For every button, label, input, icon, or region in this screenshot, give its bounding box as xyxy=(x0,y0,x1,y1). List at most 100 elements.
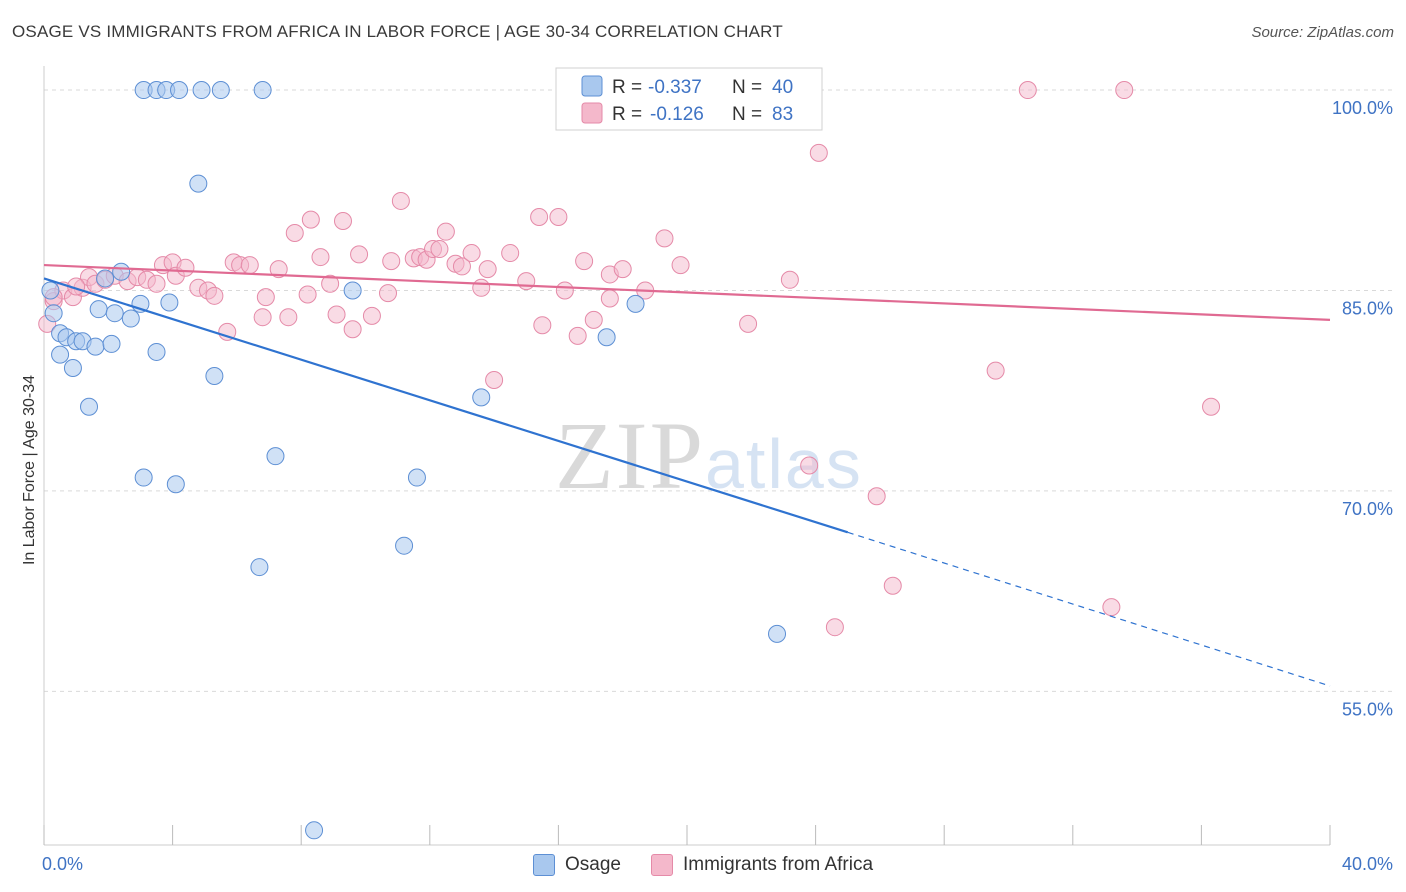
africa-point xyxy=(549,207,568,226)
africa-point xyxy=(321,274,340,293)
chart-source: Source: ZipAtlas.com xyxy=(1251,24,1394,41)
osage-point xyxy=(211,81,230,100)
osage-point xyxy=(134,468,153,487)
africa-point xyxy=(205,286,224,305)
osage-point xyxy=(147,342,166,361)
africa-point xyxy=(311,248,330,267)
osage-point xyxy=(121,309,140,328)
osage-point xyxy=(189,174,208,193)
africa-point xyxy=(739,314,758,333)
y-axis-label: In Labor Force | Age 30-34 xyxy=(21,374,38,566)
africa-point xyxy=(809,143,828,162)
y-tick-label: 100.0% xyxy=(1332,98,1393,118)
africa-point xyxy=(575,252,594,271)
africa-point xyxy=(780,270,799,289)
osage-trend-line xyxy=(43,277,849,534)
africa-point xyxy=(362,306,381,325)
africa-point xyxy=(218,322,237,341)
africa-point xyxy=(382,252,401,271)
africa-point xyxy=(462,244,481,263)
legend-r-label-osage: R = xyxy=(612,77,642,98)
africa-point xyxy=(1202,397,1221,416)
africa-point xyxy=(176,258,195,277)
legend-r-value-africa: -0.126 xyxy=(650,104,704,125)
africa-point xyxy=(478,260,497,279)
africa-point xyxy=(533,316,552,335)
africa-point xyxy=(671,256,690,275)
osage-trend-extension xyxy=(847,531,1331,687)
osage-point xyxy=(626,294,645,313)
africa-point xyxy=(147,274,166,293)
osage-point xyxy=(472,388,491,407)
x-tick-label: 0.0% xyxy=(42,854,83,874)
x-tick-labels: 0.0% 40.0% xyxy=(42,854,1393,874)
africa-point xyxy=(472,278,491,297)
legend-n-label-africa: N = xyxy=(732,104,762,125)
africa-point xyxy=(825,618,844,637)
africa-point xyxy=(555,281,574,300)
legend-swatch-africa xyxy=(581,102,603,124)
y-tick-label: 70.0% xyxy=(1342,499,1393,519)
africa-point xyxy=(350,245,369,264)
osage-point xyxy=(44,304,63,323)
africa-point xyxy=(867,487,886,506)
africa-point xyxy=(285,224,304,243)
osage-point xyxy=(343,281,362,300)
africa-point xyxy=(269,260,288,279)
legend-swatch-osage-bottom xyxy=(532,854,555,876)
osage-point xyxy=(160,293,179,312)
legend-item-africa: Immigrants from Africa xyxy=(650,854,874,876)
africa-point xyxy=(883,576,902,595)
africa-point xyxy=(584,310,603,329)
legend-r-value-osage: -0.337 xyxy=(648,77,702,98)
osage-point xyxy=(80,397,99,416)
africa-point xyxy=(613,260,632,279)
legend-item-osage: Osage xyxy=(532,854,621,876)
grid-lines xyxy=(44,89,1392,692)
osage-point xyxy=(170,81,189,100)
osage-point xyxy=(266,447,285,466)
africa-point xyxy=(1115,81,1134,100)
osage-point xyxy=(395,536,414,555)
legend-n-value-osage: 40 xyxy=(772,77,793,98)
osage-point xyxy=(407,468,426,487)
africa-point xyxy=(501,244,520,263)
legend-swatch-osage xyxy=(581,75,603,97)
bottom-legend: Osage Immigrants from Africa xyxy=(0,850,1406,880)
legend-r-label-africa: R = xyxy=(612,104,642,125)
stats-legend: R = -0.337 N = 40 R = -0.126 N = 83 xyxy=(555,67,823,131)
osage-point xyxy=(250,558,269,577)
legend-n-value-africa: 83 xyxy=(772,104,793,125)
africa-point xyxy=(655,229,674,248)
africa-point xyxy=(1102,598,1121,617)
africa-point xyxy=(485,371,504,389)
osage-point xyxy=(51,345,70,364)
africa-point xyxy=(530,207,549,226)
watermark-atlas: atlas xyxy=(705,425,863,503)
series-osage xyxy=(41,81,787,840)
africa-point xyxy=(568,326,587,345)
osage-point xyxy=(112,262,131,281)
osage-point xyxy=(192,81,211,100)
osage-point xyxy=(597,328,616,347)
legend-n-label-osage: N = xyxy=(732,77,762,98)
africa-point xyxy=(327,305,346,324)
y-tick-labels: 55.0% 70.0% 85.0% 100.0% xyxy=(1332,98,1393,719)
legend-label-africa: Immigrants from Africa xyxy=(682,854,874,875)
trend-lines xyxy=(43,263,1331,687)
africa-point xyxy=(379,284,398,303)
africa-point xyxy=(279,308,298,327)
africa-point xyxy=(800,456,819,475)
legend-swatch-africa-bottom xyxy=(650,854,673,876)
africa-point xyxy=(436,222,455,241)
osage-point xyxy=(102,334,121,353)
africa-point xyxy=(256,288,275,307)
osage-point xyxy=(63,358,82,377)
africa-point xyxy=(301,210,320,229)
africa-point xyxy=(240,256,259,275)
africa-point xyxy=(430,240,449,259)
osage-point xyxy=(253,81,272,100)
africa-point xyxy=(986,361,1005,380)
osage-point xyxy=(89,300,108,319)
